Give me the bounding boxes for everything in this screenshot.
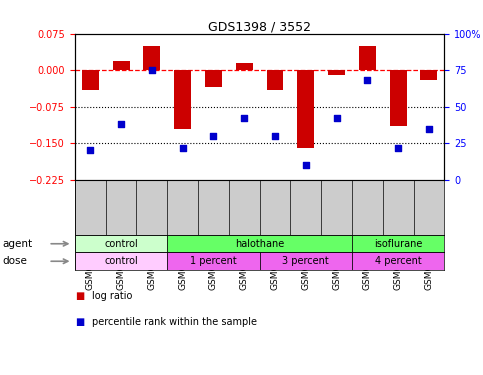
Bar — [236, 63, 253, 70]
Point — [364, 77, 371, 83]
Bar — [143, 46, 160, 70]
Bar — [113, 62, 129, 70]
Bar — [205, 70, 222, 87]
Text: log ratio: log ratio — [92, 291, 132, 301]
FancyBboxPatch shape — [352, 235, 444, 252]
Bar — [328, 70, 345, 75]
Bar — [359, 46, 376, 70]
Point — [271, 133, 279, 139]
Text: agent: agent — [2, 239, 32, 249]
FancyBboxPatch shape — [75, 235, 167, 252]
Text: percentile rank within the sample: percentile rank within the sample — [92, 318, 257, 327]
Title: GDS1398 / 3552: GDS1398 / 3552 — [208, 21, 311, 34]
Point — [179, 144, 186, 150]
FancyBboxPatch shape — [167, 252, 260, 270]
Text: isoflurane: isoflurane — [374, 239, 422, 249]
Point — [148, 67, 156, 73]
FancyBboxPatch shape — [260, 252, 352, 270]
Point — [394, 144, 402, 150]
Text: control: control — [104, 239, 138, 249]
FancyBboxPatch shape — [167, 235, 352, 252]
Text: 3 percent: 3 percent — [283, 256, 329, 266]
Point — [302, 162, 310, 168]
Point — [333, 116, 341, 122]
Bar — [174, 70, 191, 129]
Text: halothane: halothane — [235, 239, 284, 249]
Bar — [421, 70, 438, 80]
Text: ■: ■ — [75, 291, 84, 301]
Bar — [267, 70, 284, 90]
Text: control: control — [104, 256, 138, 266]
Text: 4 percent: 4 percent — [375, 256, 422, 266]
Point — [86, 147, 94, 153]
FancyBboxPatch shape — [352, 252, 444, 270]
Text: ■: ■ — [75, 318, 84, 327]
Text: 1 percent: 1 percent — [190, 256, 237, 266]
FancyBboxPatch shape — [75, 252, 167, 270]
Bar — [82, 70, 99, 90]
Bar — [298, 70, 314, 148]
Point — [210, 133, 217, 139]
Point — [241, 116, 248, 122]
Point — [425, 126, 433, 132]
Bar — [390, 70, 407, 126]
Text: dose: dose — [2, 256, 28, 266]
Point — [117, 121, 125, 127]
